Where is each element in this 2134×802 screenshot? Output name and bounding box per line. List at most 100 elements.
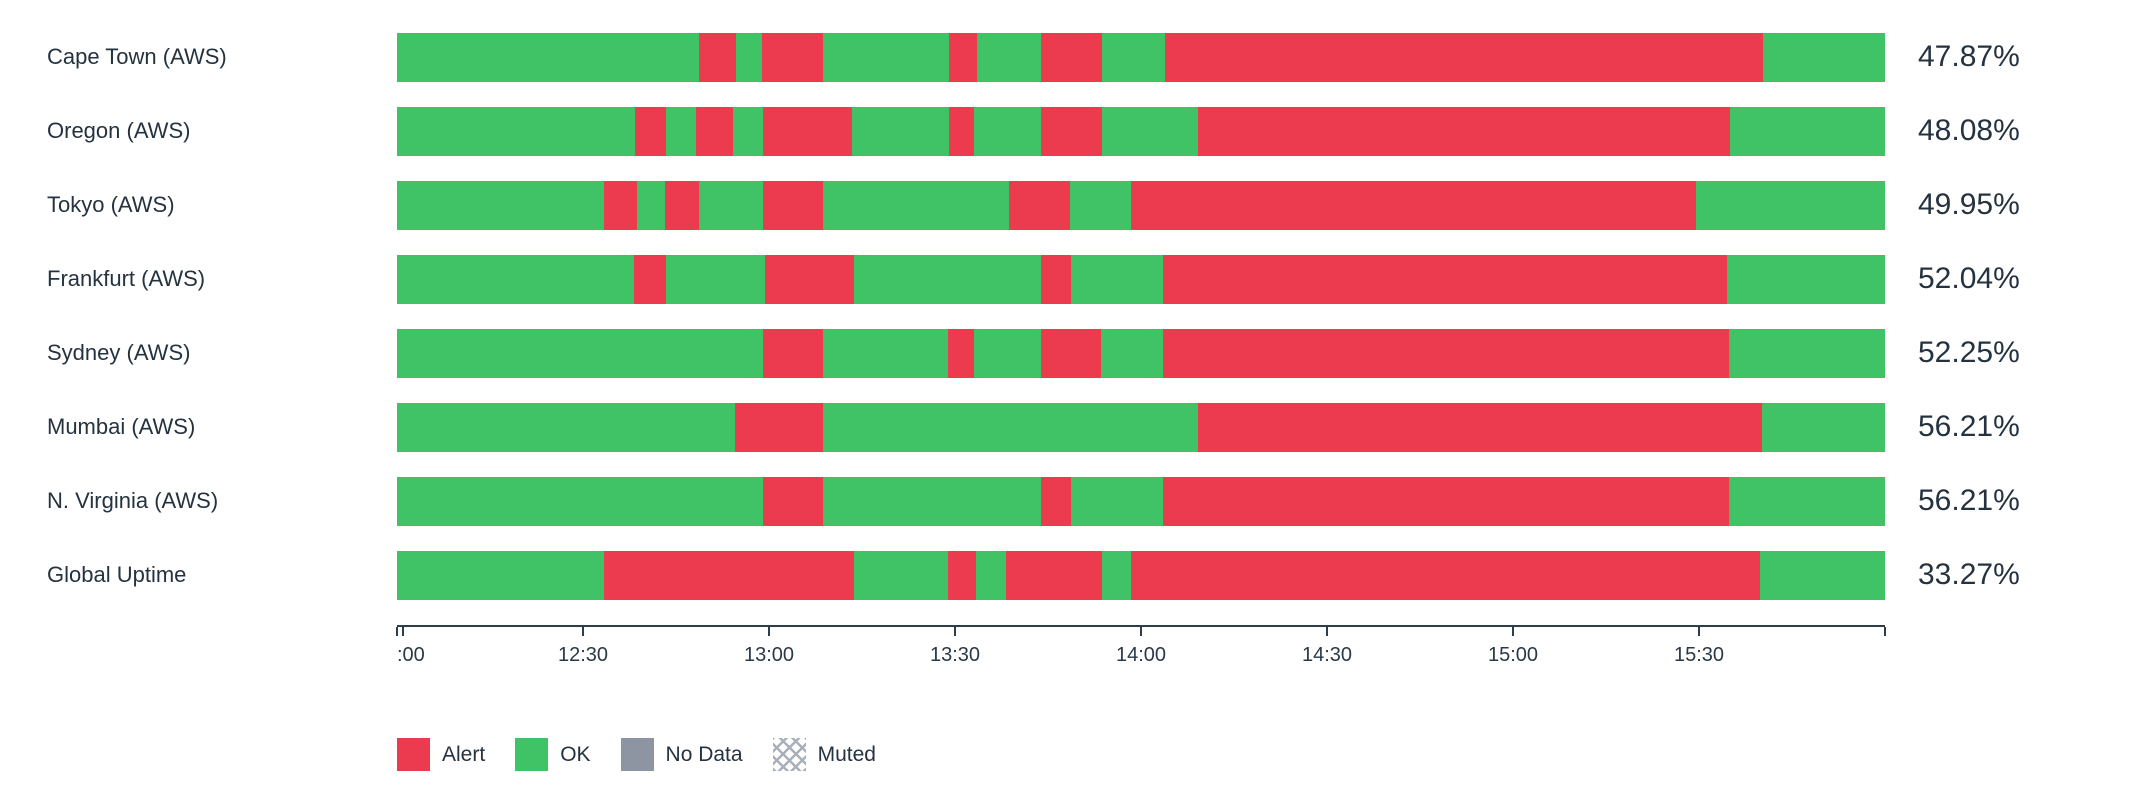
status-segment-alert[interactable] <box>1005 550 1103 600</box>
status-segment-ok[interactable] <box>1100 328 1164 378</box>
status-segment-ok[interactable] <box>822 476 1042 526</box>
status-segment-ok[interactable] <box>397 476 764 526</box>
status-segment-alert[interactable] <box>1163 254 1728 304</box>
status-segment-alert[interactable] <box>763 476 823 526</box>
status-segment-alert[interactable] <box>1130 180 1697 230</box>
status-segment-alert[interactable] <box>1041 328 1101 378</box>
region-label: Mumbai (AWS) <box>47 414 196 439</box>
status-bar <box>397 402 1885 452</box>
status-segment-ok[interactable] <box>1102 106 1198 156</box>
status-segment-alert[interactable] <box>763 106 853 156</box>
status-segment-ok[interactable] <box>1696 180 1885 230</box>
status-segment-ok[interactable] <box>397 550 604 600</box>
status-segment-ok[interactable] <box>1102 32 1165 82</box>
status-segment-ok[interactable] <box>733 106 764 156</box>
axis-tick-label: 14:00 <box>1115 644 1167 666</box>
axis-tick-label: 15:30 <box>1673 644 1725 666</box>
status-segment-ok[interactable] <box>1071 476 1164 526</box>
status-segment-ok[interactable] <box>1763 32 1885 82</box>
status-segment-alert[interactable] <box>1130 550 1760 600</box>
legend-item-alert[interactable]: Alert <box>397 738 485 771</box>
axis-tick-label: 13:30 <box>929 644 981 666</box>
status-segment-ok[interactable] <box>1730 106 1885 156</box>
status-segment-ok[interactable] <box>397 402 735 452</box>
status-segment-alert[interactable] <box>949 32 978 82</box>
status-segment-alert[interactable] <box>699 32 737 82</box>
uptime-value: 33.27% <box>1918 558 2020 591</box>
status-segment-ok[interactable] <box>974 106 1042 156</box>
uptime-value: 47.87% <box>1918 40 2020 73</box>
status-segment-ok[interactable] <box>853 550 948 600</box>
status-segment-alert[interactable] <box>1041 32 1103 82</box>
status-segment-alert[interactable] <box>763 328 823 378</box>
status-segment-ok[interactable] <box>397 32 700 82</box>
status-segment-alert[interactable] <box>635 106 667 156</box>
legend-item-no_data[interactable]: No Data <box>620 738 743 771</box>
status-segment-ok[interactable] <box>852 106 950 156</box>
status-segment-ok[interactable] <box>1760 550 1885 600</box>
status-segment-ok[interactable] <box>1727 254 1885 304</box>
legend-item-muted[interactable]: Muted <box>772 738 876 771</box>
timeline-row: N. Virginia (AWS) 56.21% <box>0 464 2134 538</box>
legend-label: No Data <box>665 742 743 766</box>
axis-tick <box>401 627 404 636</box>
status-segment-alert[interactable] <box>947 328 975 378</box>
status-segment-ok[interactable] <box>853 254 1042 304</box>
status-segment-alert[interactable] <box>734 402 823 452</box>
uptime-value: 52.04% <box>1918 262 2020 295</box>
status-segment-ok[interactable] <box>1102 550 1131 600</box>
status-segment-ok[interactable] <box>822 32 950 82</box>
status-segment-alert[interactable] <box>664 180 700 230</box>
status-segment-ok[interactable] <box>736 32 762 82</box>
status-segment-alert[interactable] <box>1164 32 1763 82</box>
status-segment-ok[interactable] <box>666 106 697 156</box>
status-segment-ok[interactable] <box>1728 476 1885 526</box>
status-segment-alert[interactable] <box>763 180 823 230</box>
status-segment-alert[interactable] <box>696 106 734 156</box>
status-segment-alert[interactable] <box>949 106 975 156</box>
status-segment-alert[interactable] <box>1197 402 1762 452</box>
status-segment-alert[interactable] <box>761 32 823 82</box>
status-segment-ok[interactable] <box>1761 402 1885 452</box>
status-segment-ok[interactable] <box>977 32 1042 82</box>
status-segment-alert[interactable] <box>1197 106 1731 156</box>
timeline-row: Sydney (AWS) 52.25% <box>0 316 2134 390</box>
status-segment-alert[interactable] <box>947 550 976 600</box>
status-segment-ok[interactable] <box>397 180 604 230</box>
status-segment-alert[interactable] <box>1008 180 1070 230</box>
axis-tick-label: 12:30 <box>557 644 609 666</box>
status-segment-ok[interactable] <box>1071 254 1164 304</box>
status-segment-ok[interactable] <box>397 328 764 378</box>
region-label: Cape Town (AWS) <box>47 44 227 69</box>
status-segment-ok[interactable] <box>1728 328 1885 378</box>
status-segment-alert[interactable] <box>603 550 854 600</box>
status-segment-ok[interactable] <box>699 180 764 230</box>
legend: Alert OK No Data Muted <box>397 738 2134 771</box>
status-segment-ok[interactable] <box>636 180 665 230</box>
status-segment-ok[interactable] <box>1069 180 1131 230</box>
legend-item-ok[interactable]: OK <box>515 738 591 771</box>
status-segment-ok[interactable] <box>822 180 1009 230</box>
status-segment-alert[interactable] <box>1041 106 1103 156</box>
timeline-row: Cape Town (AWS) 47.87% <box>0 20 2134 94</box>
status-segment-alert[interactable] <box>1041 254 1072 304</box>
status-segment-ok[interactable] <box>397 254 634 304</box>
status-segment-ok[interactable] <box>666 254 765 304</box>
status-bar <box>397 180 1885 230</box>
legend-swatch-no_data-icon <box>620 738 654 771</box>
status-segment-ok[interactable] <box>822 328 948 378</box>
status-segment-alert[interactable] <box>603 180 637 230</box>
region-label: Sydney (AWS) <box>47 340 191 365</box>
status-segment-alert[interactable] <box>1163 328 1729 378</box>
uptime-value: 52.25% <box>1918 336 2020 369</box>
status-segment-alert[interactable] <box>1163 476 1729 526</box>
status-segment-ok[interactable] <box>822 402 1198 452</box>
status-segment-ok[interactable] <box>974 328 1042 378</box>
status-segment-alert[interactable] <box>764 254 854 304</box>
status-segment-ok[interactable] <box>975 550 1006 600</box>
status-segment-ok[interactable] <box>397 106 636 156</box>
status-segment-alert[interactable] <box>1041 476 1072 526</box>
region-label: Oregon (AWS) <box>47 118 191 143</box>
status-segment-alert[interactable] <box>633 254 667 304</box>
